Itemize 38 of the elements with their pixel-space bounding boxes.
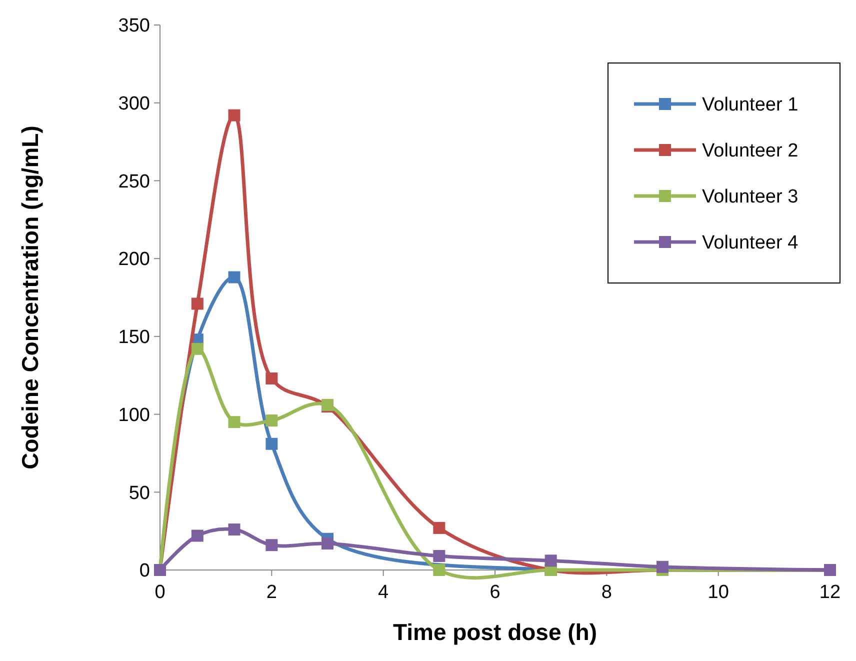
point (433, 564, 446, 576)
x-tick-label: 0 (154, 582, 166, 603)
point (656, 560, 668, 573)
legend-label: Volunteer 4 (702, 232, 799, 254)
point (266, 438, 278, 450)
point (266, 372, 278, 384)
y-tick-label: 350 (118, 16, 150, 37)
x-tick-label: 6 (490, 582, 500, 603)
legend-label: Volunteer 3 (702, 186, 798, 208)
x-tick-label: 8 (601, 582, 612, 603)
x-axis-title: Time post dose (h) (392, 619, 598, 645)
y-tick-label: 100 (118, 404, 150, 426)
point (266, 539, 278, 552)
legend-label: Volunteer 2 (702, 140, 798, 162)
point (266, 414, 278, 427)
y-tick-label: 300 (118, 94, 150, 115)
x-tick-label: 10 (708, 582, 729, 603)
point (433, 550, 446, 562)
legend-label: Volunteer 1 (702, 94, 798, 116)
y-tick-label: 0 (139, 560, 150, 582)
x-tick-label: 2 (266, 582, 277, 603)
x-tick-label: 12 (819, 582, 841, 603)
y-tick-label: 250 (118, 171, 150, 192)
point (228, 109, 240, 122)
point (322, 538, 334, 550)
point (433, 522, 446, 534)
point (544, 554, 557, 567)
point (228, 416, 240, 428)
y-tick-label: 200 (118, 249, 150, 270)
point (228, 524, 240, 536)
y-tick-label: 150 (118, 327, 150, 348)
y-tick-label: 50 (128, 482, 150, 504)
point (191, 342, 204, 355)
point (191, 530, 204, 542)
x-tick-label: 4 (378, 582, 390, 603)
point (228, 271, 240, 284)
y-axis-title: Codeine Concentration (ng/mL) (17, 126, 43, 470)
point (191, 298, 204, 310)
